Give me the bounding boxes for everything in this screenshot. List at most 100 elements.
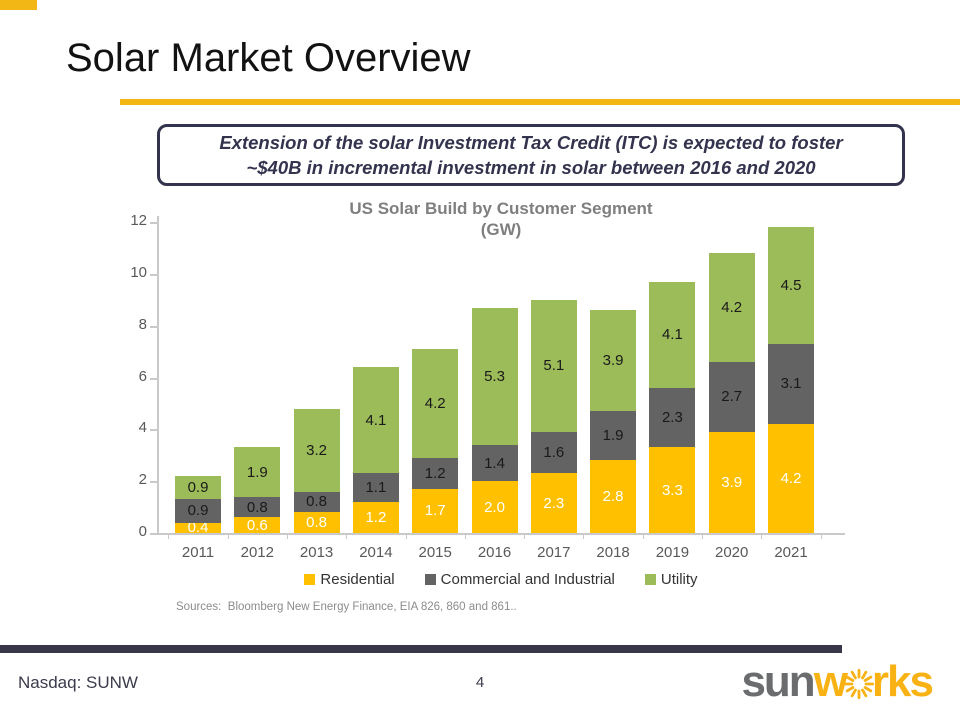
bar-segment: 2.7 (708, 361, 755, 432)
legend-label: Residential (320, 571, 395, 588)
bar-segment-label: 4.2 (424, 394, 446, 412)
bar-segment: 4.1 (649, 281, 696, 388)
bar-segment: 2.3 (530, 473, 577, 533)
bar-segment: 1.2 (412, 457, 459, 489)
logo-text-rks: rks (871, 657, 934, 706)
legend-item: Residential (304, 571, 395, 588)
x-category-label: 2020 (715, 544, 749, 561)
x-category-label: 2015 (418, 544, 452, 561)
bar-segment: 0.9 (175, 475, 221, 500)
bar-segment: 0.9 (175, 499, 221, 523)
x-tick (761, 533, 763, 539)
bar-segment-label: 0.9 (187, 479, 209, 497)
sources-note: Sources: Bloomberg New Energy Finance, E… (176, 601, 517, 613)
bar-segment-label: 4.2 (721, 299, 743, 317)
bar-segment: 0.6 (234, 516, 281, 534)
y-tick-label: 2 (138, 471, 147, 489)
y-tick-label: 10 (130, 263, 147, 281)
legend-swatch (304, 574, 316, 585)
bar-segment: 1.9 (234, 447, 281, 497)
chart-title: US Solar Build by Customer Segment (349, 199, 653, 218)
bar-segment-label: 2.3 (661, 409, 683, 427)
bar-segment-label: 4.1 (661, 326, 683, 344)
x-category-label: 2017 (537, 544, 571, 561)
x-tick (583, 533, 585, 539)
x-axis-line (157, 533, 845, 535)
bar-segment-label: 2.7 (721, 388, 743, 406)
bar-segment-label: 2.3 (543, 494, 565, 512)
bar-segment: 2.8 (590, 460, 637, 533)
callout-box: Extension of the solar Investment Tax Cr… (157, 124, 905, 186)
x-tick (227, 533, 229, 539)
x-tick (346, 533, 348, 539)
legend-label: Commercial and Industrial (440, 571, 615, 588)
page-title: Solar Market Overview (66, 36, 471, 80)
bar-segment: 4.2 (768, 424, 814, 533)
slide-accent-corner (0, 0, 37, 10)
y-tick (150, 325, 157, 328)
bar-segment-label: 3.3 (661, 481, 683, 499)
logo-text-sun: sun (741, 657, 815, 706)
bar-segment: 1.7 (412, 488, 459, 533)
logo-text-w: w (813, 657, 848, 706)
bar-segment-label: 1.4 (484, 454, 505, 472)
y-tick (150, 533, 157, 535)
y-tick-label: 0 (138, 523, 147, 540)
bar-segment: 4.2 (708, 253, 755, 362)
bar-segment-label: 5.3 (484, 367, 505, 385)
legend-item: Commercial and Industrial (424, 571, 615, 588)
footer-divider (0, 645, 842, 653)
legend-swatch (424, 574, 436, 585)
bar-segment: 0.4 (175, 519, 221, 536)
y-tick-label: 6 (138, 367, 147, 385)
x-category-label: 2018 (596, 544, 630, 561)
x-category-label: 2019 (655, 544, 690, 561)
bar-segment: 3.9 (590, 310, 637, 412)
y-tick-label: 12 (130, 212, 147, 229)
x-tick (405, 533, 407, 539)
bar-segment: 5.1 (530, 299, 577, 432)
bar-segment-label: 1.9 (246, 463, 268, 481)
bar-segment-label: 0.9 (187, 502, 209, 520)
bar-segment-label: 2.0 (484, 498, 505, 516)
y-axis-line (157, 216, 159, 535)
bar-segment: 3.9 (708, 431, 755, 533)
x-category-label: 2016 (477, 544, 512, 561)
bar-segment: 0.8 (234, 496, 281, 518)
bar-segment-label: 5.1 (543, 357, 565, 375)
x-category-label: 2014 (359, 544, 393, 561)
chart-title-block: US Solar Build by Customer Segment (GW) (157, 198, 845, 240)
bar-segment: 1.6 (530, 431, 577, 474)
bar-segment-label: 3.1 (780, 375, 802, 393)
x-category-label: 2021 (774, 544, 808, 561)
x-tick (642, 533, 644, 539)
bar-segment-label: 3.9 (721, 473, 743, 491)
bar-segment: 0.8 (293, 512, 340, 533)
bar-segment-label: 4.1 (365, 411, 387, 429)
legend-label: Utility (660, 571, 698, 588)
callout-line-2: ~$40B in incremental investment in solar… (246, 157, 816, 178)
x-category-label: 2013 (299, 544, 334, 561)
bar-segment: 2.0 (471, 481, 518, 533)
bar-segment: 1.9 (590, 411, 637, 461)
footer-page-number: 4 (475, 674, 485, 691)
bar-segment: 4.1 (352, 367, 399, 474)
bar-segment-label: 0.8 (306, 514, 328, 532)
bar-segment: 1.2 (352, 501, 399, 533)
footer-ticker: Nasdaq: SUNW (18, 673, 138, 692)
x-tick (524, 533, 526, 539)
y-tick (150, 429, 157, 432)
callout-line-1: Extension of the solar Investment Tax Cr… (219, 132, 843, 153)
chart-legend: Residential Commercial and Industrial Util… (157, 571, 845, 588)
bar-segment-label: 0.6 (246, 516, 268, 534)
x-tick (168, 533, 170, 539)
y-tick-label: 4 (138, 419, 147, 437)
chart-subtitle: (GW) (480, 220, 522, 239)
y-tick (150, 273, 157, 276)
x-tick (702, 533, 704, 539)
bar-segment-label: 4.5 (780, 276, 802, 294)
bar-segment-label: 0.4 (187, 519, 209, 537)
bar-segment: 5.3 (471, 307, 518, 445)
bar-segment-label: 3.9 (602, 352, 624, 370)
